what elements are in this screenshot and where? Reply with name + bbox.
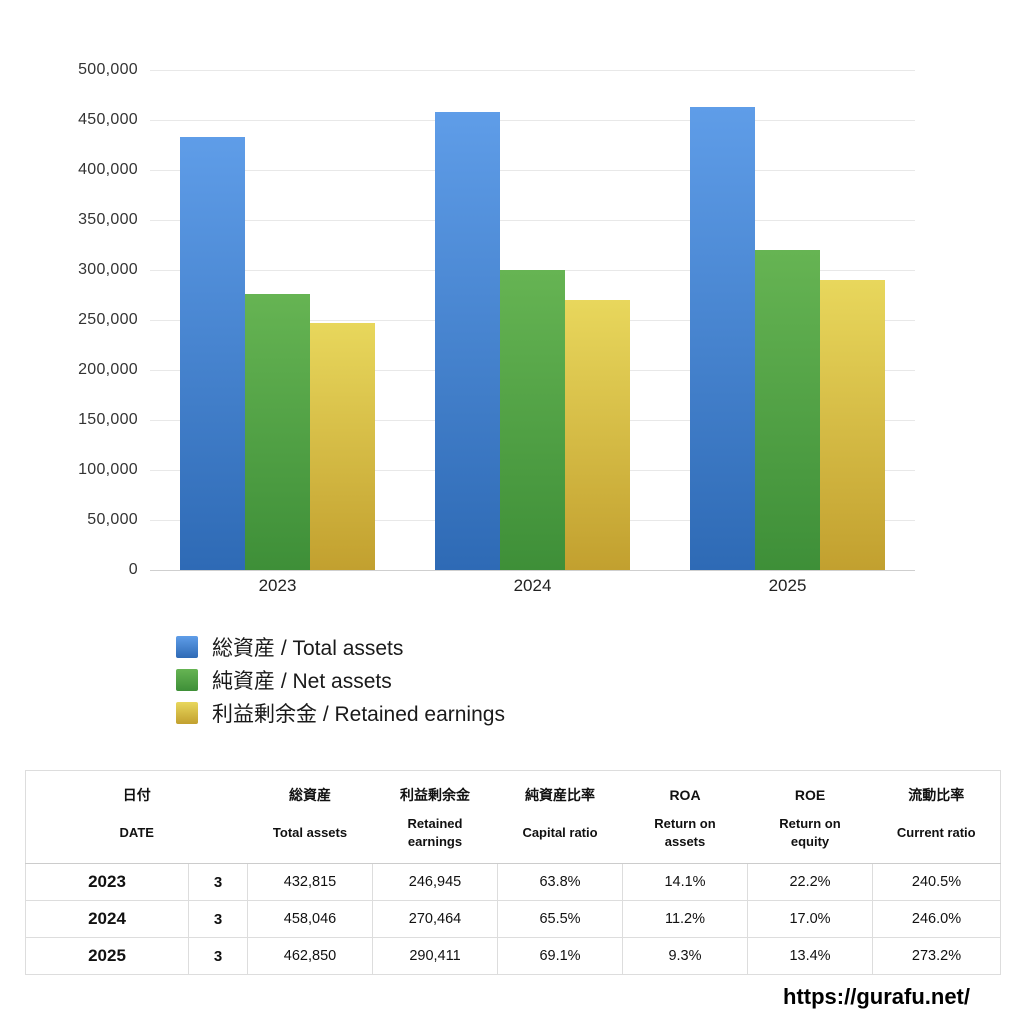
table-header-row-jp: 日付 総資産 利益剰余金 純資産比率 ROA ROE 流動比率	[26, 771, 1001, 812]
header-jp-total-assets: 総資産	[289, 787, 331, 803]
x-axis-labels: 2023 2024 2025	[150, 576, 915, 596]
bar	[690, 107, 755, 570]
legend: 総資産 / Total assets 純資産 / Net assets 利益剰余…	[176, 632, 505, 731]
header-jp-roe: ROE	[794, 787, 826, 803]
bar	[435, 111, 500, 570]
legend-item-retained-earnings: 利益剰余金 / Retained earnings	[176, 698, 505, 728]
gridline	[150, 220, 915, 221]
cell-current-ratio: 246.0%	[872, 900, 1001, 939]
bar	[180, 137, 245, 570]
cell-retained-earnings: 246,945	[372, 863, 498, 902]
bar	[755, 250, 820, 570]
cell-capital-ratio: 65.5%	[497, 900, 623, 939]
cell-year: 2024	[25, 900, 189, 939]
legend-swatch-retained-earnings	[176, 702, 198, 724]
y-axis-tick-label: 450,000	[78, 111, 138, 128]
bar-group-2023	[180, 70, 375, 570]
bar-chart: 0 50,000 100,000 150,000 200,000 250,000 300,0…	[0, 61, 1024, 615]
cell-capital-ratio: 69.1%	[497, 937, 623, 976]
bar	[820, 279, 885, 570]
header-jp-date: 日付	[122, 787, 151, 803]
legend-label-net-assets: 純資産 / Net assets	[212, 670, 392, 693]
header-jp-capital-ratio: 純資産比率	[525, 787, 595, 803]
x-axis-category-label: 2023	[258, 576, 297, 595]
y-axis-tick-label: 250,000	[78, 311, 138, 328]
cell-year: 2023	[25, 863, 189, 902]
bar-group-2025	[690, 70, 885, 570]
cell-month: 3	[188, 900, 248, 939]
header-jp-retained-earnings: 利益剰余金	[400, 787, 470, 803]
gridline	[150, 170, 915, 171]
data-table: 日付 総資産 利益剰余金 純資産比率 ROA ROE 流動比率 DATE Tot…	[25, 770, 1001, 976]
table-row-2024: 2024 3 458,046 270,464 65.5% 11.2% 17.0%…	[25, 900, 1001, 939]
cell-roa: 11.2%	[622, 900, 748, 939]
footer-url: https://gurafu.net/	[783, 984, 970, 1009]
table-row-2025: 2025 3 462,850 290,411 69.1% 9.3% 13.4% …	[25, 937, 1001, 976]
plot-area	[150, 70, 915, 571]
header-en-roa: Return on assets	[622, 811, 748, 865]
gridline	[150, 70, 915, 71]
y-axis-tick-label: 150,000	[78, 411, 138, 428]
legend-swatch-net-assets	[176, 669, 198, 691]
legend-swatch-total-assets	[176, 636, 198, 658]
cell-roe: 13.4%	[747, 937, 873, 976]
legend-label-total-assets: 総資産 / Total assets	[212, 637, 404, 660]
bars-container	[150, 70, 915, 570]
cell-capital-ratio: 63.8%	[497, 863, 623, 902]
cell-roe: 22.2%	[747, 863, 873, 902]
x-axis-category-label: 2025	[768, 576, 807, 595]
header-en-total-assets: Total assets	[247, 811, 373, 865]
y-axis-tick-label: 50,000	[87, 511, 138, 528]
table-row-2023: 2023 3 432,815 246,945 63.8% 14.1% 22.2%…	[25, 863, 1001, 902]
y-axis-tick-label: 0	[128, 561, 138, 578]
cell-year: 2025	[25, 937, 189, 976]
y-axis-tick-label: 400,000	[78, 161, 138, 178]
cell-total-assets: 458,046	[247, 900, 373, 939]
header-en-capital-ratio: Capital ratio	[497, 811, 623, 865]
table-header-row-en: DATE Total assets Retained earnings Capi…	[25, 811, 1001, 865]
cell-current-ratio: 240.5%	[872, 863, 1001, 902]
gridline	[150, 120, 915, 121]
header-en-retained-earnings: Retained earnings	[372, 811, 498, 865]
cell-retained-earnings: 290,411	[372, 937, 498, 976]
cell-month: 3	[188, 937, 248, 976]
header-en-roe: Return on equity	[747, 811, 873, 865]
bar	[565, 299, 630, 570]
x-axis-category-label: 2024	[513, 576, 552, 595]
cell-roa: 14.1%	[622, 863, 748, 902]
y-axis-tick-label: 350,000	[78, 211, 138, 228]
bar	[500, 269, 565, 570]
header-jp-roa: ROA	[669, 787, 701, 803]
header-jp-current-ratio: 流動比率	[908, 787, 965, 803]
legend-item-total-assets: 総資産 / Total assets	[176, 632, 505, 662]
bar-group-2024	[435, 70, 630, 570]
header-en-date: DATE	[25, 811, 248, 865]
header-en-current-ratio: Current ratio	[872, 811, 1001, 865]
legend-label-retained-earnings: 利益剰余金 / Retained earnings	[212, 703, 505, 726]
cell-month: 3	[188, 863, 248, 902]
cell-total-assets: 462,850	[247, 937, 373, 976]
cell-retained-earnings: 270,464	[372, 900, 498, 939]
cell-current-ratio: 273.2%	[872, 937, 1001, 976]
y-axis-tick-label: 200,000	[78, 361, 138, 378]
cell-roa: 9.3%	[622, 937, 748, 976]
y-axis-tick-label: 100,000	[78, 461, 138, 478]
bar	[310, 323, 375, 570]
legend-item-net-assets: 純資産 / Net assets	[176, 665, 505, 695]
cell-total-assets: 432,815	[247, 863, 373, 902]
y-axis-labels: 0 50,000 100,000 150,000 200,000 250,000 300,0…	[0, 61, 138, 578]
gridline	[150, 570, 915, 571]
y-axis-tick-label: 300,000	[78, 261, 138, 278]
bar	[245, 293, 310, 570]
cell-roe: 17.0%	[747, 900, 873, 939]
y-axis-tick-label: 500,000	[78, 61, 138, 78]
